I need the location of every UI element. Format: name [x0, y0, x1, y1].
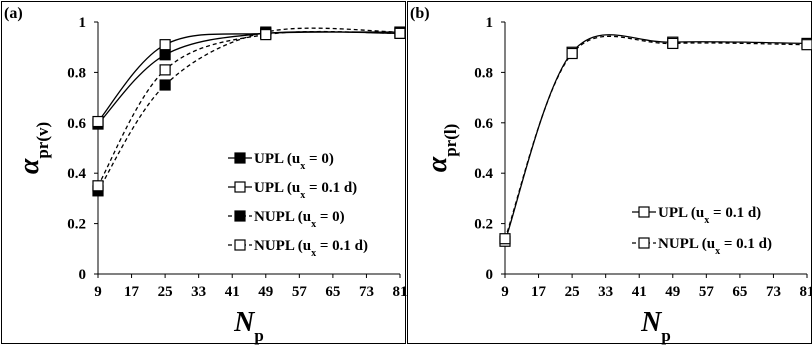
- panel-label: (b): [410, 5, 430, 22]
- x-tick-label: 49: [665, 284, 680, 300]
- x-axis-title: Np: [233, 307, 264, 345]
- x-tick-label: 49: [258, 284, 273, 300]
- y-tick-label: 1: [486, 15, 494, 31]
- series-line-0: [505, 35, 807, 241]
- y-tick-label: 0: [486, 267, 494, 283]
- series-1-point: [93, 117, 103, 127]
- y-tick-label: 0.4: [474, 166, 493, 182]
- series-line-1: [98, 32, 400, 122]
- series-1-point: [668, 38, 678, 48]
- x-tick-label: 81: [800, 284, 812, 300]
- series-3-point: [395, 28, 405, 38]
- y-tick-label: 0.6: [474, 116, 493, 132]
- series-1-point: [802, 40, 812, 50]
- y-axis-title: αpr(v): [14, 122, 52, 174]
- x-tick-label: 9: [94, 284, 102, 300]
- x-tick-label: 33: [598, 284, 613, 300]
- y-tick-label: 0.8: [474, 65, 493, 81]
- legend-label: NUPL (ux = 0.1 d): [254, 238, 368, 259]
- legend-marker: [639, 207, 649, 217]
- panel-a: (a) 0 0.2 0.4 0.6 0.8 1 9 17 25 33 41 49 57 65 73 81 Np αp…: [2, 2, 408, 345]
- series-1-point: [160, 40, 170, 50]
- x-tick-label: 41: [632, 284, 647, 300]
- x-tick-label: 41: [225, 284, 240, 300]
- y-tick-label: 0.8: [67, 65, 86, 81]
- x-axis-title: Np: [640, 307, 671, 345]
- x-tick-label: 25: [158, 284, 173, 300]
- series-3-point: [160, 65, 170, 75]
- series-1-point: [500, 234, 510, 244]
- y-tick-label: 0.6: [67, 116, 86, 132]
- y-tick-label: 1: [79, 15, 87, 31]
- series-2-point: [160, 80, 170, 90]
- x-tick-label: 81: [393, 284, 408, 300]
- x-tick-label: 65: [325, 284, 340, 300]
- x-tick-label: 57: [292, 284, 308, 300]
- legend-marker: [235, 240, 245, 250]
- legend-label: UPL (ux = 0.1 d): [658, 205, 761, 226]
- legend-label: UPL (ux = 0.1 d): [254, 180, 357, 201]
- x-tick-label: 73: [359, 284, 374, 300]
- legend-label: NUPL (ux = 0): [254, 209, 345, 230]
- legend-label: NUPL (ux = 0.1 d): [658, 236, 772, 257]
- x-tick-label: 17: [124, 284, 140, 300]
- panel-label: (a): [4, 5, 23, 22]
- x-tick-label: 57: [699, 284, 715, 300]
- x-tick-label: 25: [565, 284, 580, 300]
- series-line-2: [98, 28, 400, 191]
- y-tick-label: 0: [79, 267, 87, 283]
- legend-marker: [235, 153, 245, 163]
- y-tick-label: 0.2: [474, 217, 493, 233]
- series-3-point: [93, 181, 103, 191]
- x-tick-label: 9: [501, 284, 509, 300]
- y-axis-title: αpr(l): [422, 124, 460, 173]
- y-tick-label: 0.2: [67, 217, 86, 233]
- series-0-point: [160, 50, 170, 60]
- series-line-3: [98, 32, 400, 186]
- legend-marker: [235, 211, 245, 221]
- legend-marker: [639, 238, 649, 248]
- y-tick-label: 0.4: [67, 166, 86, 182]
- x-tick-label: 65: [732, 284, 747, 300]
- x-tick-label: 17: [531, 284, 547, 300]
- legend-label: UPL (ux = 0): [254, 151, 334, 172]
- legend-marker: [235, 182, 245, 192]
- x-tick-label: 73: [766, 284, 781, 300]
- series-3-point: [261, 30, 271, 40]
- panel-b: (b) 0 0.2 0.4 0.6 0.8 1 9 17 25 33 41 49 57 65 73 81 Np αp…: [408, 2, 812, 345]
- series-line-0: [98, 32, 400, 124]
- series-1-point: [567, 49, 577, 59]
- x-tick-label: 33: [191, 284, 206, 300]
- series-line-1: [505, 36, 807, 238]
